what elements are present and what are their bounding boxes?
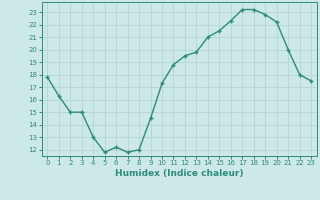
X-axis label: Humidex (Indice chaleur): Humidex (Indice chaleur) — [115, 169, 244, 178]
